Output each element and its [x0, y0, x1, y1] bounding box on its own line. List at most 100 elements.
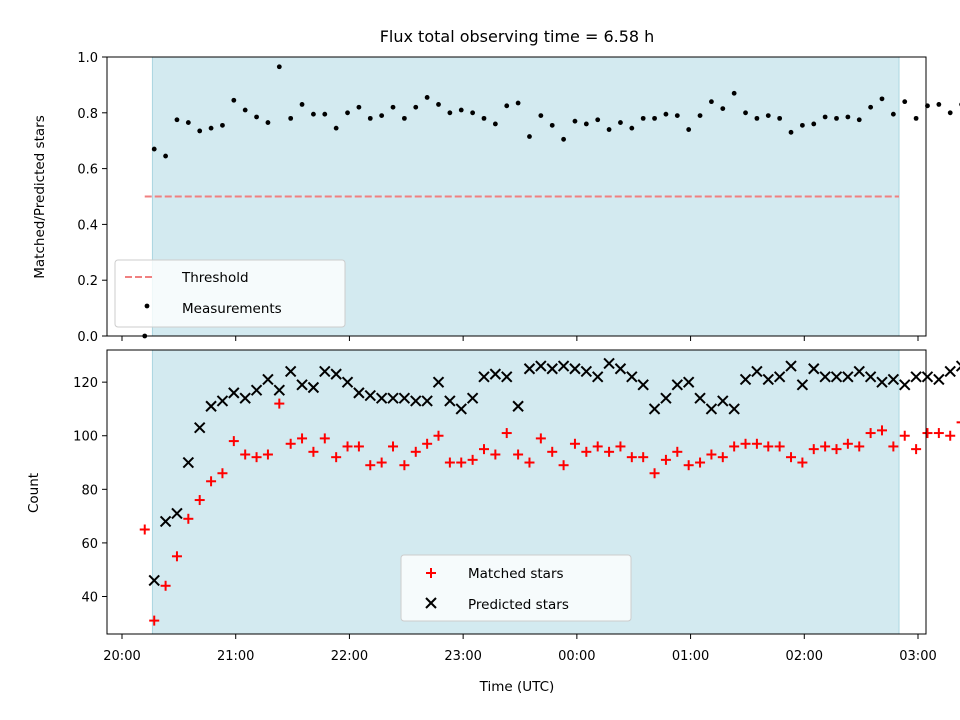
measurement-point — [492, 121, 498, 127]
matched-star-point — [945, 430, 956, 441]
matched-star-point — [842, 438, 853, 449]
chart-title: Flux total observing time = 6.58 h — [380, 27, 655, 46]
predicted-star-point — [421, 395, 433, 407]
predicted-star-point — [739, 373, 752, 386]
matched-star-point — [433, 430, 444, 441]
predicted-star-point — [250, 384, 263, 396]
measurement-point — [367, 115, 373, 121]
measurement-point — [606, 127, 612, 132]
measurement-point — [674, 113, 680, 118]
measurement-point — [777, 115, 783, 121]
measurement-point — [765, 113, 771, 118]
measurement-point — [447, 110, 453, 116]
measurement-point — [788, 129, 794, 135]
measurement-point — [163, 153, 168, 159]
matched-star-point — [240, 449, 251, 460]
measurement-point — [458, 107, 464, 113]
measurement-point — [902, 99, 908, 105]
predicted-star-point — [410, 395, 422, 407]
matched-star-point — [342, 441, 353, 452]
matched-star-point — [729, 441, 740, 452]
matched-star-point — [535, 433, 546, 444]
matched-star-point — [865, 428, 876, 439]
predicted-star-point — [535, 360, 547, 372]
predicted-star-point — [466, 392, 479, 404]
matched-star-point — [604, 446, 615, 457]
measurement-point — [549, 122, 555, 128]
predicted-star-point — [319, 365, 331, 378]
measurement-point — [174, 117, 180, 123]
predicted-star-point — [705, 403, 718, 415]
measurement-point — [890, 111, 896, 117]
predicted-star-point — [444, 395, 456, 407]
matched-star-point — [139, 524, 150, 535]
predicted-stars-legend-label: Predicted stars — [468, 597, 569, 613]
measurement-point — [345, 110, 350, 116]
matched-star-point — [422, 438, 433, 449]
measurement-point — [401, 115, 407, 121]
predicted-star-point — [387, 392, 399, 404]
measurement-point — [424, 95, 430, 100]
matched-star-point — [922, 428, 933, 439]
y-tick-label: 0.0 — [77, 330, 98, 345]
predicted-star-point — [671, 379, 684, 391]
matched-star-point — [319, 433, 330, 444]
matched-star-point — [740, 438, 751, 449]
predicted-star-point — [614, 363, 627, 375]
bottom-panel-frame — [106, 349, 927, 635]
measurement-point — [504, 103, 510, 109]
predicted-star-point — [751, 365, 763, 378]
matched-star-point — [160, 580, 171, 591]
matched-star-point — [388, 441, 399, 452]
predicted-star-point — [694, 392, 706, 404]
predicted-star-point — [193, 421, 206, 434]
predicted-star-point — [626, 371, 638, 383]
predicted-star-point — [489, 368, 502, 380]
predicted-star-point — [808, 363, 820, 375]
predicted-star-point — [159, 515, 172, 528]
matched-star-point — [592, 441, 603, 452]
matched-star-point — [626, 452, 637, 463]
measurement-point — [652, 115, 657, 121]
predicted-star-point — [557, 360, 570, 372]
measurement-point — [913, 115, 919, 121]
measurements-legend-swatch — [144, 303, 150, 309]
matched-star-point — [672, 446, 683, 457]
matched-star-point — [797, 457, 808, 468]
predicted-star-point — [569, 363, 581, 375]
x-axis-label: Time (UTC) — [479, 679, 555, 695]
measurement-point — [720, 106, 726, 112]
measurement-point — [515, 100, 521, 106]
measurement-point — [822, 114, 828, 120]
predicted-star-point — [842, 371, 854, 383]
predicted-star-point — [148, 574, 160, 587]
measurement-point — [242, 107, 248, 113]
top-legend: Threshold Measurements — [114, 259, 346, 328]
matched-star-point — [558, 460, 569, 471]
matched-star-point — [854, 441, 865, 452]
measurement-point — [379, 113, 385, 118]
predicted-star-point — [455, 403, 467, 415]
predicted-star-point — [876, 376, 888, 388]
predicted-star-point — [341, 376, 354, 388]
predicted-star-point — [819, 371, 831, 383]
predicted-star-point — [830, 371, 843, 383]
predicted-star-point — [239, 392, 251, 404]
measurement-point — [697, 113, 703, 118]
predicted-star-point — [955, 360, 960, 372]
matched-star-point — [581, 446, 592, 457]
measurement-point — [595, 117, 601, 123]
predicted-star-point — [307, 381, 320, 394]
bottom-y-axis-ticks: 40 60 80 100 120 — [73, 376, 107, 605]
predicted-star-point — [580, 365, 593, 378]
y-tick-label: 120 — [73, 376, 98, 391]
measurement-point — [709, 99, 714, 105]
y-tick-label: 60 — [81, 537, 98, 552]
bottom-y-axis-label: Count — [26, 473, 42, 513]
bottom-legend: Matched stars Predicted stars — [400, 554, 632, 622]
matched-star-point — [683, 460, 694, 471]
predicted-star-point — [262, 373, 274, 386]
matched-star-point — [274, 398, 285, 409]
matched-star-point — [569, 438, 580, 449]
measurement-point — [288, 115, 294, 121]
